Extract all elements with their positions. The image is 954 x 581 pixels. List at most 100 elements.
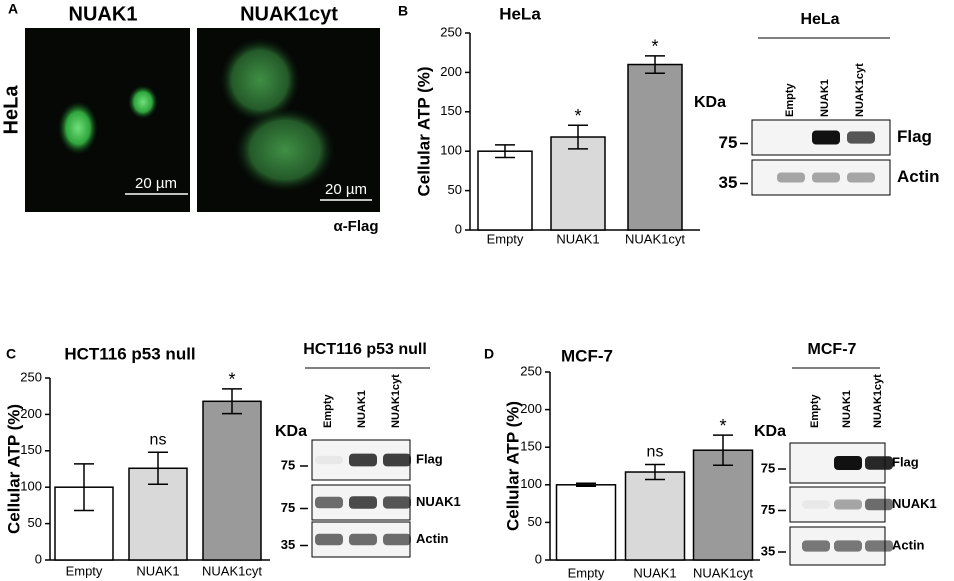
blot-band bbox=[865, 498, 893, 511]
mw-marker: 75 bbox=[281, 500, 295, 515]
blot-band bbox=[834, 456, 862, 470]
y-tick-label: 200 bbox=[20, 406, 42, 421]
significance: * bbox=[651, 37, 658, 57]
column-label: NUAK1cyt bbox=[240, 3, 338, 25]
scale-label: 20 µm bbox=[325, 181, 367, 198]
y-tick-label: 250 bbox=[20, 369, 42, 384]
x-tick-label: Empty bbox=[568, 565, 605, 580]
blot-band bbox=[834, 499, 862, 510]
y-axis-label: Cellular ATP (%) bbox=[414, 66, 433, 196]
nucleus bbox=[128, 85, 158, 119]
significance: ns bbox=[647, 444, 664, 461]
panel-label: D bbox=[484, 346, 494, 362]
x-tick-label: NUAK1 bbox=[136, 563, 179, 578]
blot-title: HeLa bbox=[800, 11, 839, 28]
y-axis-label: Cellular ATP (%) bbox=[4, 404, 23, 534]
y-tick-label: 200 bbox=[440, 64, 462, 79]
blot-band bbox=[383, 453, 411, 467]
bar bbox=[202, 400, 262, 561]
x-tick-label: Empty bbox=[487, 231, 524, 246]
lane-label: NUAK1cyt bbox=[390, 374, 402, 428]
column-label: NUAK1 bbox=[69, 3, 138, 25]
blot-band bbox=[349, 533, 377, 546]
y-tick-label: 100 bbox=[20, 479, 42, 494]
panel-label: B bbox=[398, 3, 408, 19]
significance: ns bbox=[150, 431, 167, 448]
lane-label: NUAK1cyt bbox=[854, 63, 866, 117]
y-tick-label: 100 bbox=[520, 476, 542, 491]
significance: * bbox=[719, 416, 726, 436]
blot-band bbox=[383, 496, 411, 509]
mw-marker: 75 bbox=[761, 460, 775, 475]
blot-band bbox=[777, 172, 805, 183]
blot-band bbox=[349, 496, 377, 509]
x-tick-label: NUAK1cyt bbox=[202, 563, 262, 578]
blot-band bbox=[802, 500, 830, 509]
row-label: Actin bbox=[897, 167, 940, 186]
y-tick-label: 50 bbox=[528, 514, 542, 529]
blot-band bbox=[383, 533, 411, 546]
micrograph bbox=[25, 28, 190, 212]
mw-marker: 75 bbox=[761, 502, 775, 517]
lane-label: NUAK1 bbox=[819, 79, 831, 117]
significance: * bbox=[574, 106, 581, 126]
row-label: NUAK1 bbox=[416, 494, 461, 509]
row-label: Flag bbox=[897, 127, 932, 146]
chart-title: HeLa bbox=[499, 4, 541, 23]
mw-marker: 35 bbox=[719, 173, 738, 192]
y-tick-label: 0 bbox=[35, 551, 42, 566]
bar bbox=[54, 486, 114, 561]
bar bbox=[555, 484, 617, 561]
scale-label: 20 µm bbox=[135, 175, 177, 192]
lane-label: NUAK1 bbox=[356, 390, 368, 428]
bar bbox=[624, 471, 686, 561]
row-label: Flag bbox=[416, 451, 443, 466]
significance: * bbox=[228, 370, 235, 390]
y-tick-label: 250 bbox=[440, 24, 462, 39]
lane-label: NUAK1cyt bbox=[872, 374, 884, 428]
blot-band bbox=[847, 172, 875, 183]
lane-label: Empty bbox=[784, 83, 796, 118]
panel-label: C bbox=[6, 346, 16, 362]
unit-label: KDa bbox=[754, 423, 786, 440]
lane-label: NUAK1 bbox=[841, 390, 853, 428]
y-tick-label: 50 bbox=[28, 515, 42, 530]
row-label: Actin bbox=[416, 531, 449, 546]
x-tick-label: NUAK1 bbox=[556, 231, 599, 246]
y-tick-label: 200 bbox=[520, 401, 542, 416]
blot-band bbox=[802, 540, 830, 552]
chart-title: MCF-7 bbox=[561, 346, 613, 365]
blot-band bbox=[865, 456, 893, 470]
blot-band bbox=[834, 540, 862, 552]
unit-label: KDa bbox=[275, 423, 307, 440]
x-tick-label: Empty bbox=[66, 563, 103, 578]
cell bbox=[220, 38, 300, 122]
blot-band bbox=[315, 533, 343, 546]
blot-title: MCF-7 bbox=[808, 341, 857, 358]
y-tick-label: 50 bbox=[448, 182, 462, 197]
row-label: Flag bbox=[892, 454, 919, 469]
y-tick-label: 150 bbox=[440, 103, 462, 118]
lane-label: Empty bbox=[809, 394, 821, 429]
row-label: HeLa bbox=[0, 85, 22, 135]
blot-band bbox=[315, 496, 343, 509]
cell bbox=[235, 108, 335, 192]
row-label: Actin bbox=[892, 537, 925, 552]
mw-marker: 35 bbox=[281, 537, 295, 552]
stain-label: α-Flag bbox=[333, 218, 378, 235]
bar bbox=[477, 150, 533, 231]
unit-label: KDa bbox=[694, 94, 726, 111]
nucleus bbox=[58, 101, 98, 155]
y-axis-label: Cellular ATP (%) bbox=[503, 401, 522, 531]
x-tick-label: NUAK1 bbox=[633, 565, 676, 580]
x-tick-label: NUAK1cyt bbox=[625, 231, 685, 246]
y-tick-label: 0 bbox=[455, 221, 462, 236]
blot-band bbox=[847, 131, 875, 144]
y-tick-label: 100 bbox=[440, 143, 462, 158]
mw-marker: 75 bbox=[281, 457, 295, 472]
mw-marker: 35 bbox=[761, 543, 775, 558]
y-tick-label: 0 bbox=[535, 551, 542, 566]
blot-band bbox=[315, 455, 343, 465]
y-tick-label: 150 bbox=[20, 442, 42, 457]
